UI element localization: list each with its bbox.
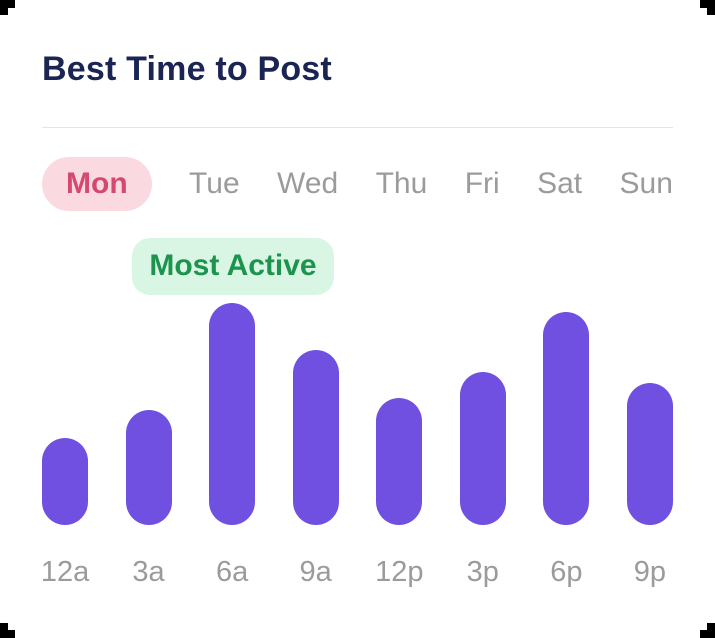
crop-corner-bottom-left	[0, 623, 15, 638]
tab-sun[interactable]: Sun	[619, 167, 673, 200]
tab-sat[interactable]: Sat	[537, 167, 583, 200]
bar-12p	[376, 397, 423, 525]
bar-9a	[292, 349, 339, 525]
best-time-to-post-card: Best Time to Post Mon Tue Wed Thu Fri Sat Sun …	[40, 50, 673, 588]
tab-tue[interactable]: Tue	[189, 167, 240, 200]
xlabel-9p: 9p	[633, 555, 667, 588]
bar-3a	[125, 409, 172, 525]
xlabel-12p: 12p	[375, 555, 424, 588]
time-axis-labels: 12a 3a 6a 9a 12p 3p 6p 9p	[40, 555, 673, 588]
xlabel-3a: 3a	[132, 555, 165, 588]
page-title: Best Time to Post	[42, 50, 332, 88]
crop-corner-top-left	[0, 0, 15, 15]
xlabel-6a: 6a	[215, 555, 249, 588]
xlabel-6p: 6p	[550, 555, 583, 588]
tab-wed[interactable]: Wed	[277, 167, 339, 200]
divider	[42, 126, 673, 128]
bar-6a	[209, 302, 256, 525]
activity-bar-chart	[42, 302, 673, 525]
xlabel-3p: 3p	[466, 555, 499, 588]
bar-3p	[459, 371, 506, 525]
xlabel-12a: 12a	[40, 555, 90, 588]
crop-corner-bottom-right	[700, 623, 715, 638]
tab-fri[interactable]: Fri	[464, 167, 500, 200]
most-active-badge: Most Active	[132, 237, 334, 295]
bar-6p	[543, 311, 590, 525]
tab-thu[interactable]: Thu	[375, 167, 428, 200]
bar-9p	[626, 382, 673, 525]
xlabel-9a: 9a	[299, 555, 332, 588]
bar-12a	[42, 437, 88, 525]
tab-mon[interactable]: Mon	[42, 157, 152, 211]
crop-corner-top-right	[700, 0, 715, 15]
day-tabs: Mon Tue Wed Thu Fri Sat Sun	[42, 157, 673, 212]
